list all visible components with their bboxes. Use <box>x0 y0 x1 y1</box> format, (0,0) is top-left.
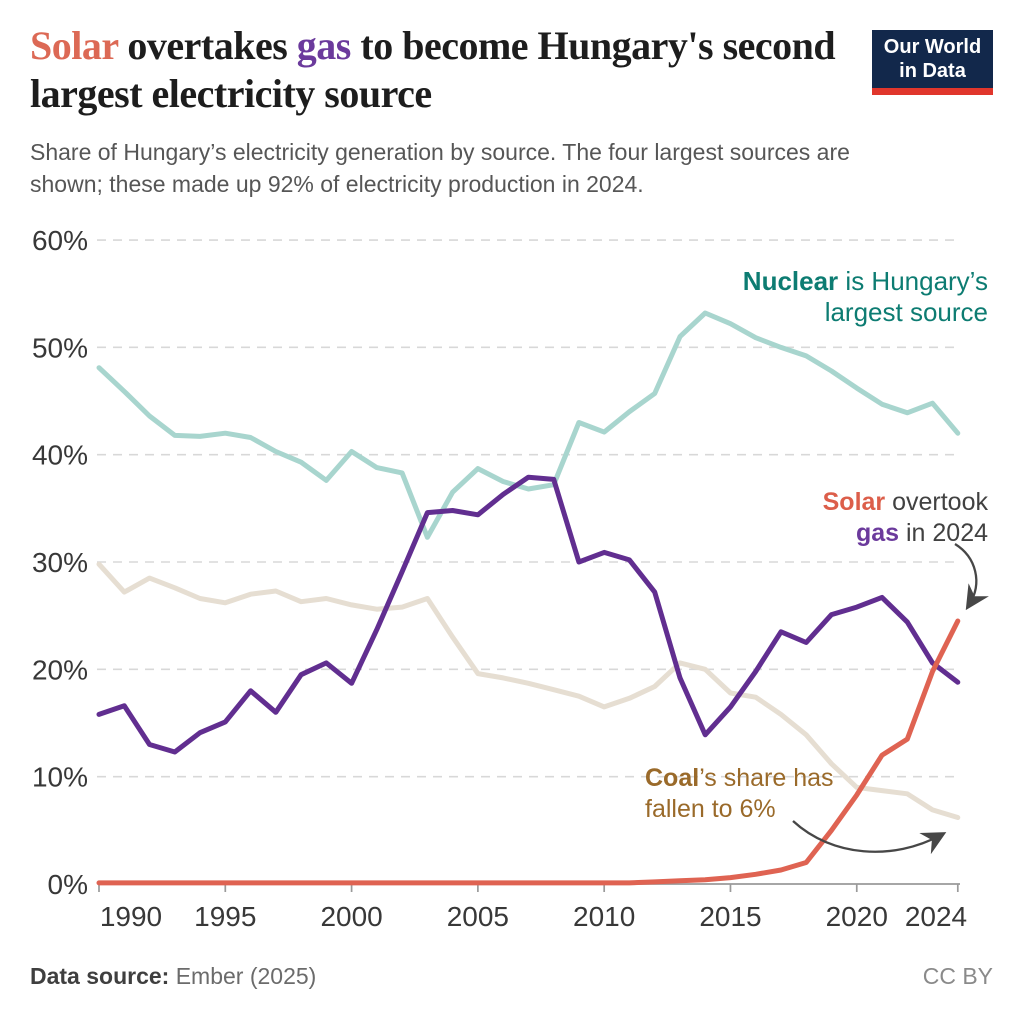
x-axis-label-1990: 1990 <box>100 901 162 932</box>
y-axis-label-10%: 10% <box>32 762 88 793</box>
coal-annotation: Coal’s share has fallen to 6% <box>645 763 834 825</box>
title-text: to become Hungary's second largest elect… <box>30 23 836 116</box>
solar-annotation-text: overtook <box>885 488 988 516</box>
gridlines: 0% 10% 20% 30% 40% 50% 60% <box>32 225 960 900</box>
x-axis-label-2024: 2024 <box>905 901 967 932</box>
nuclear-annotation: Nuclear is Hungary’s largest source <box>743 266 988 328</box>
y-axis-label-60%: 60% <box>32 225 88 256</box>
coal-annotation-text: ’s share has <box>699 764 834 792</box>
y-axis-label-0%: 0% <box>48 869 88 900</box>
data-source-label: Data source: <box>30 963 170 989</box>
chart-subtitle: Share of Hungary’s electricity generatio… <box>30 139 850 197</box>
gas-annotation-keyword: gas <box>855 519 900 547</box>
solar-annotation-arrow <box>954 543 989 611</box>
x-axis-label-2000: 2000 <box>320 901 382 932</box>
chart-title: Solar overtakes gas to become Hungary's … <box>30 22 902 118</box>
solar-gas-annotation: Solar overtook gas in 2024 <box>823 487 988 549</box>
x-axis: 1990 1995 2000 2005 2010 2015 2020 2024 <box>98 883 967 932</box>
annotation-arrows <box>792 543 989 855</box>
data-source-value: Ember (2025) <box>169 963 317 989</box>
nuclear-annotation-keyword: Nuclear <box>742 266 839 296</box>
data-lines <box>96 310 961 886</box>
license-badge: CC BY <box>922 963 993 989</box>
coal-annotation-arrow <box>792 820 947 855</box>
gas-line <box>96 474 961 755</box>
solar-annotation-keyword: Solar <box>822 488 886 516</box>
y-axis-label-40%: 40% <box>32 440 88 471</box>
owid-logo-line2: in Data <box>899 60 966 82</box>
title-word-solar: Solar <box>30 23 118 68</box>
nuclear-line <box>96 310 961 540</box>
coal-line <box>96 561 961 820</box>
y-axis-label-30%: 30% <box>32 547 88 578</box>
x-axis-label-1995: 1995 <box>194 901 256 932</box>
y-axis-label-50%: 50% <box>32 332 88 363</box>
title-text: overtakes <box>117 23 297 68</box>
owid-logo-line1: Our World <box>883 36 982 58</box>
coal-annotation-keyword: Coal <box>645 764 700 792</box>
solar-line <box>96 618 961 886</box>
chart-footer: Data source: Ember (2025) CC BY <box>30 963 993 990</box>
solar-annotation-text2: in 2024 <box>899 519 988 547</box>
x-axis-label-2015: 2015 <box>699 901 761 932</box>
coal-annotation-line2: fallen to 6% <box>645 795 776 823</box>
nuclear-annotation-line2: largest source <box>824 297 988 327</box>
nuclear-annotation-text: is Hungary’s <box>838 266 988 296</box>
y-axis-label-20%: 20% <box>32 654 88 685</box>
x-axis-label-2005: 2005 <box>447 901 509 932</box>
owid-logo[interactable]: Our World in Data <box>872 30 993 95</box>
x-axis-label-2020: 2020 <box>826 901 888 932</box>
title-word-gas: gas <box>296 23 352 68</box>
data-source: Data source: Ember (2025) <box>30 963 316 990</box>
x-axis-label-2010: 2010 <box>573 901 635 932</box>
